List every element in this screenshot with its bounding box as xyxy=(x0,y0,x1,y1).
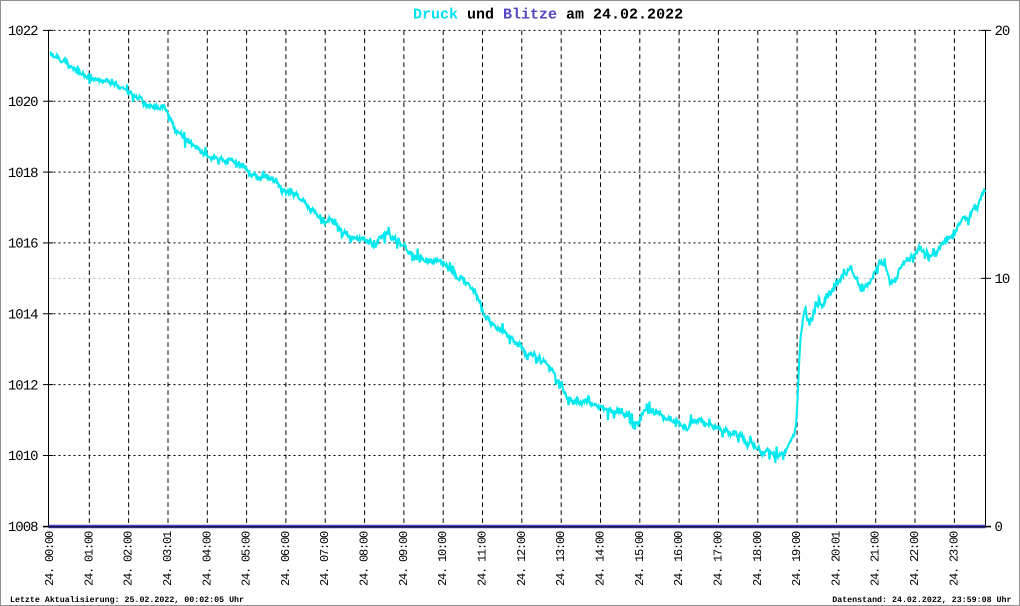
svg-text:1014: 1014 xyxy=(8,308,38,324)
svg-text:Letzte Aktualisierung: 25.02.2: Letzte Aktualisierung: 25.02.2022, 00:02… xyxy=(10,595,244,605)
svg-text:0: 0 xyxy=(995,520,1003,536)
svg-text:24. 23:00: 24. 23:00 xyxy=(947,531,961,586)
svg-text:24. 02:00: 24. 02:00 xyxy=(122,531,136,586)
svg-text:24. 03:01: 24. 03:01 xyxy=(161,531,175,586)
svg-text:20: 20 xyxy=(995,24,1010,40)
svg-text:10: 10 xyxy=(995,272,1010,288)
svg-text:24. 20:01: 24. 20:01 xyxy=(829,531,843,586)
svg-text:24. 16:00: 24. 16:00 xyxy=(672,531,686,586)
svg-text:24. 06:00: 24. 06:00 xyxy=(279,531,293,586)
svg-text:24. 12:00: 24. 12:00 xyxy=(515,531,529,586)
svg-text:1010: 1010 xyxy=(8,449,38,465)
svg-text:24. 04:00: 24. 04:00 xyxy=(200,531,214,586)
svg-text:1018: 1018 xyxy=(8,166,38,182)
svg-text:24. 17:00: 24. 17:00 xyxy=(711,531,725,586)
svg-text:1016: 1016 xyxy=(8,237,38,253)
svg-text:1008: 1008 xyxy=(8,520,38,536)
svg-text:24. 05:00: 24. 05:00 xyxy=(240,531,254,586)
svg-text:Druck und Blitze am 24.02.2022: Druck und Blitze am 24.02.2022 xyxy=(413,6,683,23)
svg-text:24. 18:00: 24. 18:00 xyxy=(751,531,765,586)
svg-text:24. 19:00: 24. 19:00 xyxy=(790,531,804,586)
svg-text:1012: 1012 xyxy=(8,378,38,394)
svg-text:24. 14:00: 24. 14:00 xyxy=(594,531,608,586)
svg-text:24. 15:00: 24. 15:00 xyxy=(633,531,647,586)
svg-text:24. 10:00: 24. 10:00 xyxy=(436,531,450,586)
svg-text:24. 21:00: 24. 21:00 xyxy=(869,531,883,586)
svg-text:24. 11:00: 24. 11:00 xyxy=(476,531,490,586)
svg-text:24. 09:00: 24. 09:00 xyxy=(397,531,411,586)
svg-text:24. 07:00: 24. 07:00 xyxy=(318,531,332,586)
svg-text:Datenstand: 24.02.2022, 23:59:: Datenstand: 24.02.2022, 23:59:08 Uhr xyxy=(832,595,1011,605)
svg-text:24. 08:00: 24. 08:00 xyxy=(358,531,372,586)
svg-text:24. 13:00: 24. 13:00 xyxy=(554,531,568,586)
svg-text:24. 22:00: 24. 22:00 xyxy=(908,531,922,586)
svg-text:1020: 1020 xyxy=(8,95,38,111)
svg-text:24. 00:00: 24. 00:00 xyxy=(43,531,57,586)
svg-text:1022: 1022 xyxy=(8,24,38,40)
svg-text:24. 01:00: 24. 01:00 xyxy=(82,531,96,586)
